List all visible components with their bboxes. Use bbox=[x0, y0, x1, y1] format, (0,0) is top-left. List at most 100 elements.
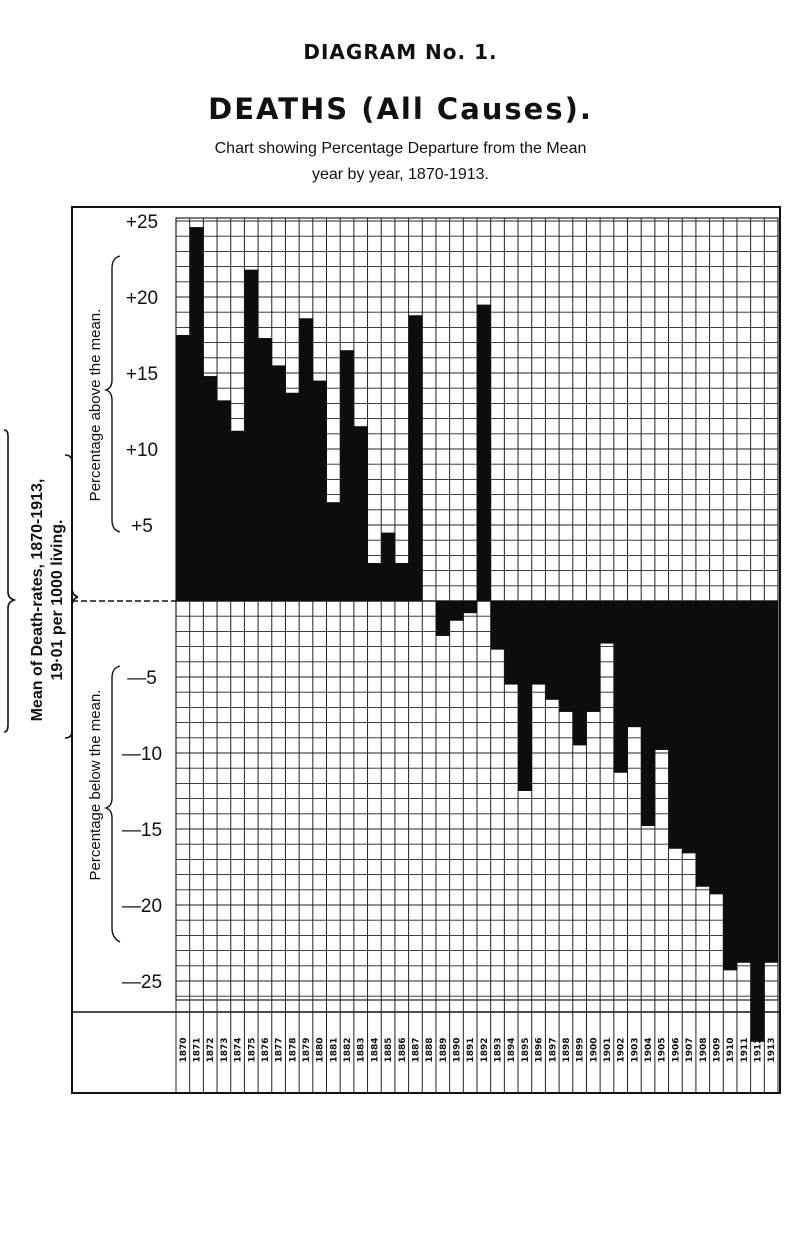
y-tick-label: —20 bbox=[122, 896, 162, 917]
year-label-1911: 1911 bbox=[740, 1037, 750, 1062]
year-label-1871: 1871 bbox=[193, 1037, 203, 1062]
bar-1913 bbox=[764, 601, 779, 963]
year-label-1888: 1888 bbox=[425, 1037, 435, 1062]
y-tick-label: +10 bbox=[126, 440, 158, 461]
year-label-1897: 1897 bbox=[548, 1037, 558, 1062]
year-label-1885: 1885 bbox=[384, 1037, 394, 1062]
bar-1902 bbox=[613, 601, 628, 773]
year-label-1887: 1887 bbox=[411, 1037, 421, 1062]
year-labels: 1870 1871 1872 1873 1874 1875 1876 1877 1878 1879… bbox=[179, 1037, 777, 1062]
bar-1896 bbox=[531, 601, 546, 685]
bar-1905 bbox=[654, 601, 669, 750]
bar-1890 bbox=[449, 601, 464, 621]
side-label-line-1: Mean of Death-rates, 1870-1913, bbox=[29, 479, 46, 722]
subtitle-line-2: year by year, 1870-1913. bbox=[311, 166, 489, 183]
y-tick-label: +5 bbox=[131, 516, 153, 537]
bar-1908 bbox=[695, 601, 710, 887]
year-label-1899: 1899 bbox=[576, 1037, 586, 1062]
chart-frame bbox=[71, 206, 781, 1094]
year-label-1895: 1895 bbox=[521, 1037, 531, 1062]
year-label-1892: 1892 bbox=[480, 1037, 490, 1062]
y-tick-label: —15 bbox=[122, 820, 162, 841]
year-label-1884: 1884 bbox=[370, 1037, 380, 1062]
bar-1894 bbox=[504, 601, 519, 685]
year-label-1905: 1905 bbox=[658, 1037, 668, 1062]
y-tick-label: —10 bbox=[122, 744, 162, 765]
bar-1877 bbox=[271, 365, 286, 601]
bar-1878 bbox=[285, 392, 300, 601]
y-tick-label: —5 bbox=[127, 668, 157, 689]
year-label-1886: 1886 bbox=[398, 1037, 408, 1062]
year-label-1910: 1910 bbox=[726, 1037, 736, 1062]
chart-title: DEATHS (All Causes). bbox=[208, 92, 593, 126]
bar-1881 bbox=[326, 502, 341, 601]
bar-1912 bbox=[750, 601, 765, 1042]
y-tick-label: +20 bbox=[126, 288, 158, 309]
year-label-1875: 1875 bbox=[247, 1037, 257, 1062]
bar-1870 bbox=[176, 335, 191, 601]
year-label-1902: 1902 bbox=[617, 1037, 627, 1062]
bar-1872 bbox=[203, 376, 218, 601]
year-label-1896: 1896 bbox=[535, 1037, 545, 1062]
year-label-1907: 1907 bbox=[685, 1037, 695, 1062]
bar-1882 bbox=[340, 350, 355, 601]
year-label-1873: 1873 bbox=[220, 1037, 230, 1062]
year-label-1882: 1882 bbox=[343, 1037, 353, 1062]
year-label-1876: 1876 bbox=[261, 1037, 271, 1062]
y-axis-labels: Percentage above the mean. Percentage be… bbox=[87, 255, 121, 943]
bar-1884 bbox=[367, 563, 382, 601]
bar-1892 bbox=[477, 304, 492, 601]
year-label-1898: 1898 bbox=[562, 1037, 572, 1062]
bar-1876 bbox=[258, 338, 273, 601]
y-ticks: +25 +20 +15 +10 +5 —5 —10 —15 —20 —25 bbox=[122, 212, 162, 993]
year-label-1900: 1900 bbox=[589, 1037, 599, 1062]
year-label-1893: 1893 bbox=[494, 1037, 504, 1062]
year-label-1890: 1890 bbox=[452, 1037, 462, 1062]
year-label-1891: 1891 bbox=[466, 1037, 476, 1062]
year-label-1903: 1903 bbox=[630, 1037, 640, 1062]
bar-1903 bbox=[627, 601, 642, 728]
subtitle-line-1: Chart showing Percentage Departure from … bbox=[214, 140, 587, 157]
bar-1911 bbox=[736, 601, 752, 963]
year-label-1880: 1880 bbox=[316, 1037, 326, 1062]
bar-1879 bbox=[299, 318, 314, 601]
bar-1871 bbox=[189, 227, 204, 601]
year-label-1912: 1912 bbox=[753, 1037, 763, 1062]
year-label-1874: 1874 bbox=[234, 1037, 244, 1062]
bar-1906 bbox=[668, 601, 683, 849]
y-tick-label: —25 bbox=[122, 972, 162, 993]
brace-above bbox=[103, 255, 121, 533]
year-label-1881: 1881 bbox=[329, 1037, 339, 1062]
bar-1900 bbox=[586, 601, 601, 712]
year-label-1879: 1879 bbox=[302, 1037, 312, 1062]
bar-1875 bbox=[244, 269, 259, 601]
year-label-1908: 1908 bbox=[699, 1037, 709, 1062]
year-label-1878: 1878 bbox=[288, 1037, 298, 1062]
y-tick-label: +25 bbox=[126, 212, 158, 233]
year-label-1906: 1906 bbox=[671, 1037, 681, 1062]
bar-1898 bbox=[559, 601, 574, 712]
year-label-1870: 1870 bbox=[179, 1037, 189, 1062]
diagram-number: DIAGRAM No. 1. bbox=[303, 40, 498, 64]
year-label-1872: 1872 bbox=[206, 1037, 216, 1062]
year-label-1901: 1901 bbox=[603, 1037, 613, 1062]
bar-1874 bbox=[230, 430, 245, 601]
year-label-1894: 1894 bbox=[507, 1037, 517, 1062]
year-label-1877: 1877 bbox=[275, 1037, 285, 1062]
y-tick-label: +15 bbox=[126, 364, 158, 385]
bars bbox=[176, 227, 779, 1042]
chart-subtitle: Chart showing Percentage Departure from … bbox=[0, 136, 801, 188]
year-label-1913: 1913 bbox=[767, 1037, 777, 1062]
bar-1901 bbox=[600, 601, 615, 644]
bar-1893 bbox=[490, 601, 505, 650]
year-label-1889: 1889 bbox=[439, 1037, 449, 1062]
bar-1895 bbox=[518, 601, 533, 791]
bar-1891 bbox=[463, 601, 478, 614]
bar-1899 bbox=[572, 601, 587, 746]
bar-1909 bbox=[709, 601, 724, 895]
bar-1885 bbox=[381, 532, 396, 601]
bar-1880 bbox=[312, 380, 327, 601]
bar-1910 bbox=[723, 601, 738, 971]
year-label-1883: 1883 bbox=[357, 1037, 367, 1062]
